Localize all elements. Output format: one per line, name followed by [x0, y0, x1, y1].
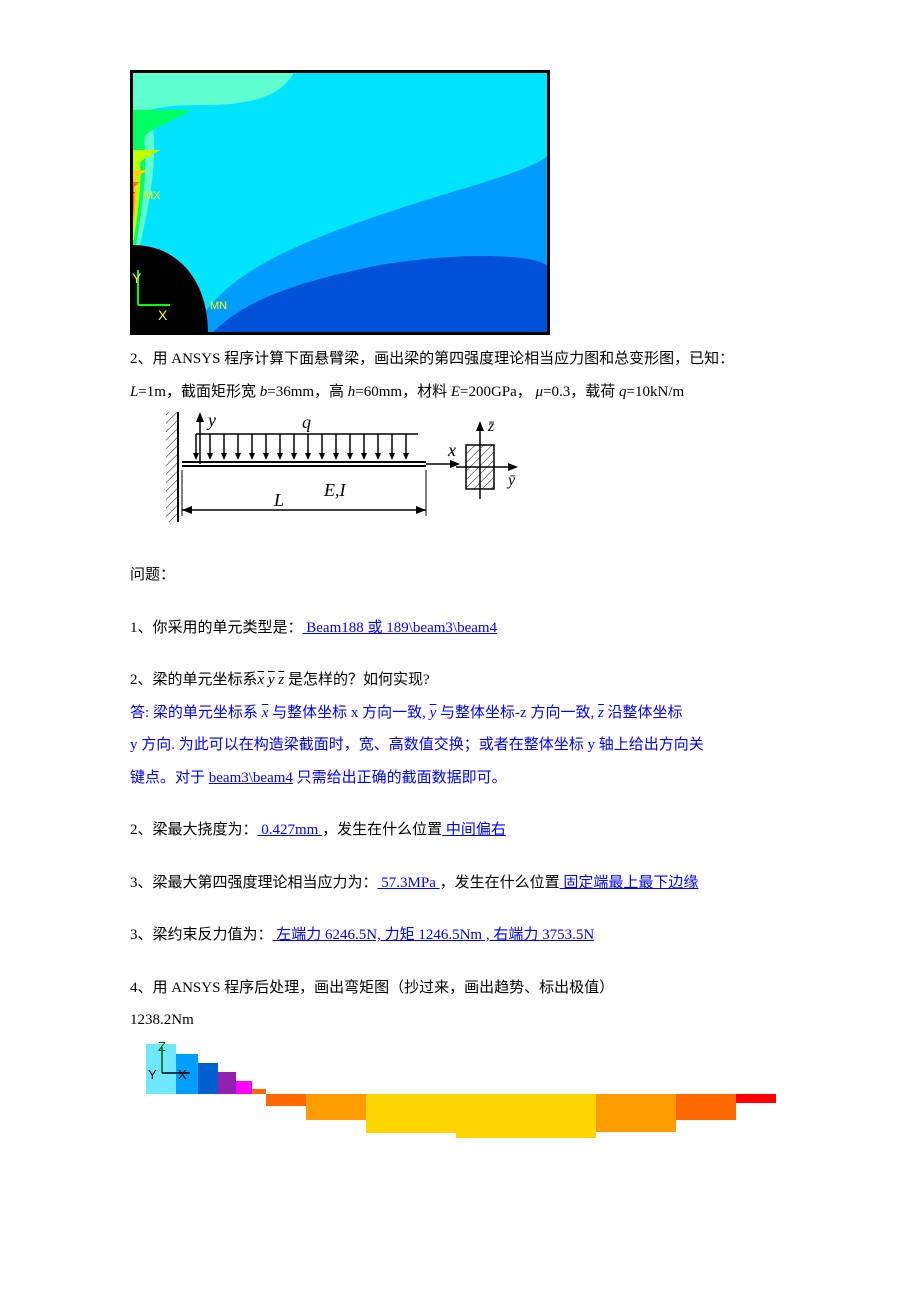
q2a-ans-l3: 键点。对于 beam3\beam4 只需给出正确的截面数据即可。 — [130, 764, 790, 793]
q4-value: 1238.2Nm — [130, 1006, 790, 1035]
q2a-ans-l1: 答: 梁的单元坐标系 x 与整体坐标 x 方向一致, y 与整体坐标-z 方向一… — [130, 699, 790, 728]
q2a: 2、梁的单元坐标系x y z 是怎样的？如何实现? — [130, 666, 790, 695]
x-axis-label: X — [158, 307, 167, 323]
contour-svg — [130, 70, 550, 335]
beam-diagram: y x q L E,I z̄ ȳ — [160, 412, 790, 537]
moment-svg: ZYX — [130, 1039, 790, 1199]
problem-intro-1: 2、用 ANSYS 程序计算下面悬臂梁，画出梁的第四强度理论相当应力图和总变形图… — [130, 345, 790, 374]
svg-text:q: q — [302, 412, 311, 432]
q3a: 3、梁最大第四强度理论相当应力为： 57.3MPa ，发生在什么位置 固定端最上… — [130, 869, 790, 898]
svg-text:L: L — [273, 490, 284, 510]
q1: 1、你采用的单元类型是： Beam188 或 189\beam3\beam4 — [130, 614, 790, 643]
svg-text:E,I: E,I — [323, 480, 346, 500]
q2a-ans-l2: y 方向. 为此可以在构造梁截面时，宽、高数值交换；或者在整体坐标 y 轴上给出… — [130, 731, 790, 760]
svg-text:Y: Y — [148, 1067, 157, 1082]
svg-text:y: y — [206, 412, 216, 430]
problem-intro-2: L=1m，截面矩形宽 b=36mm，高 h=60mm，材料 E=200GPa， … — [130, 378, 790, 407]
q1-answer: Beam188 或 189\beam3\beam4 — [303, 620, 498, 636]
q2b: 2、梁最大挠度为： 0.427mm ，发生在什么位置 中间偏右 — [130, 816, 790, 845]
svg-text:X: X — [178, 1067, 187, 1082]
mn-label: MN — [210, 300, 227, 312]
q4: 4、用 ANSYS 程序后处理，画出弯矩图（抄过来，画出趋势、标出极值） — [130, 974, 790, 1003]
beam-svg: y x q L E,I z̄ ȳ — [160, 412, 520, 532]
moment-diagram: ZYX — [130, 1039, 790, 1199]
y-axis-label: Y — [132, 270, 141, 286]
q3b: 3、梁约束反力值为： 左端力 6246.5N, 力矩 1246.5Nm , 右端… — [130, 921, 790, 950]
questions-header: 问题： — [130, 561, 790, 590]
stress-contour-figure: Y X MX MN — [130, 70, 550, 335]
svg-text:z̄: z̄ — [487, 418, 495, 435]
svg-text:x: x — [447, 440, 456, 460]
svg-text:ȳ: ȳ — [506, 472, 516, 489]
mx-label: MX — [144, 190, 161, 202]
